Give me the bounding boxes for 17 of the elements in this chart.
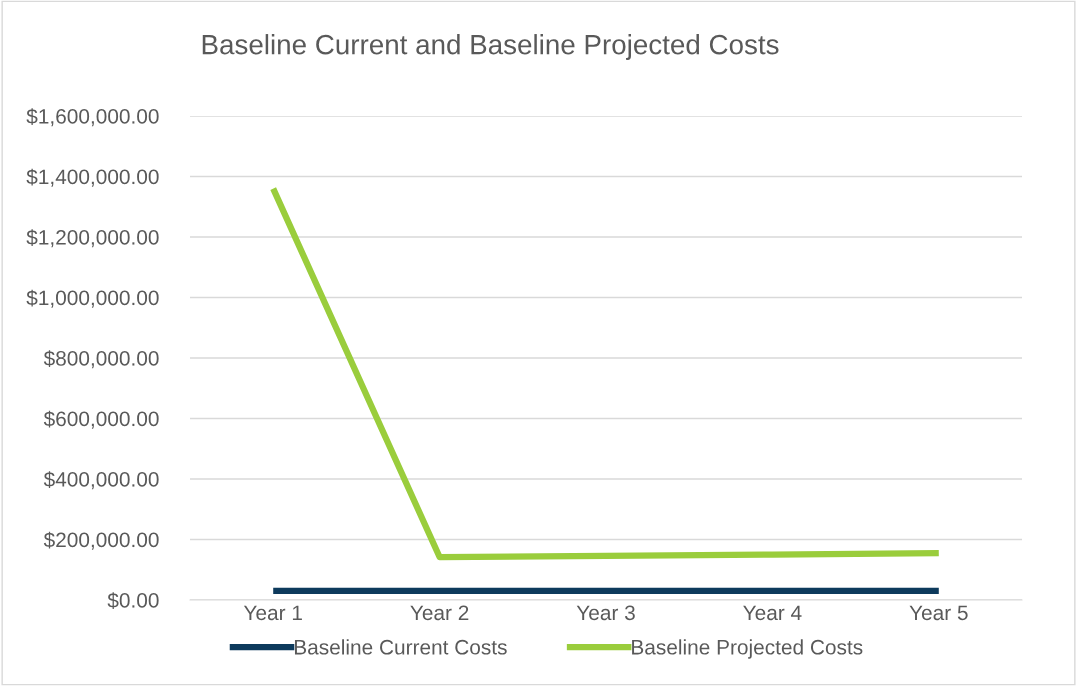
x-tick-label: Year 2	[410, 605, 469, 621]
y-tick-label: $200,000.00	[43, 531, 159, 550]
x-tick-label: Year 4	[743, 605, 802, 621]
y-tick-label: $0.00	[107, 592, 159, 609]
x-tick-label: Year 1	[243, 605, 302, 621]
y-tick-label: $1,200,000.00	[26, 229, 159, 248]
legend-label: Baseline Current Costs	[294, 639, 507, 655]
y-tick-label: $1,400,000.00	[26, 168, 159, 187]
x-tick-label: Year 5	[909, 605, 968, 621]
y-tick-label: $800,000.00	[43, 350, 159, 369]
y-tick-label: $1,000,000.00	[26, 289, 159, 308]
y-tick-label: $600,000.00	[43, 410, 159, 429]
x-tick-label: Year 3	[576, 605, 635, 621]
y-tick-label: $400,000.00	[43, 471, 159, 490]
y-tick-label: $1,600,000.00	[26, 108, 159, 127]
legend-label: Baseline Projected Costs	[632, 639, 863, 659]
chart-title: Baseline Current and Baseline Projected Costs	[202, 34, 779, 60]
